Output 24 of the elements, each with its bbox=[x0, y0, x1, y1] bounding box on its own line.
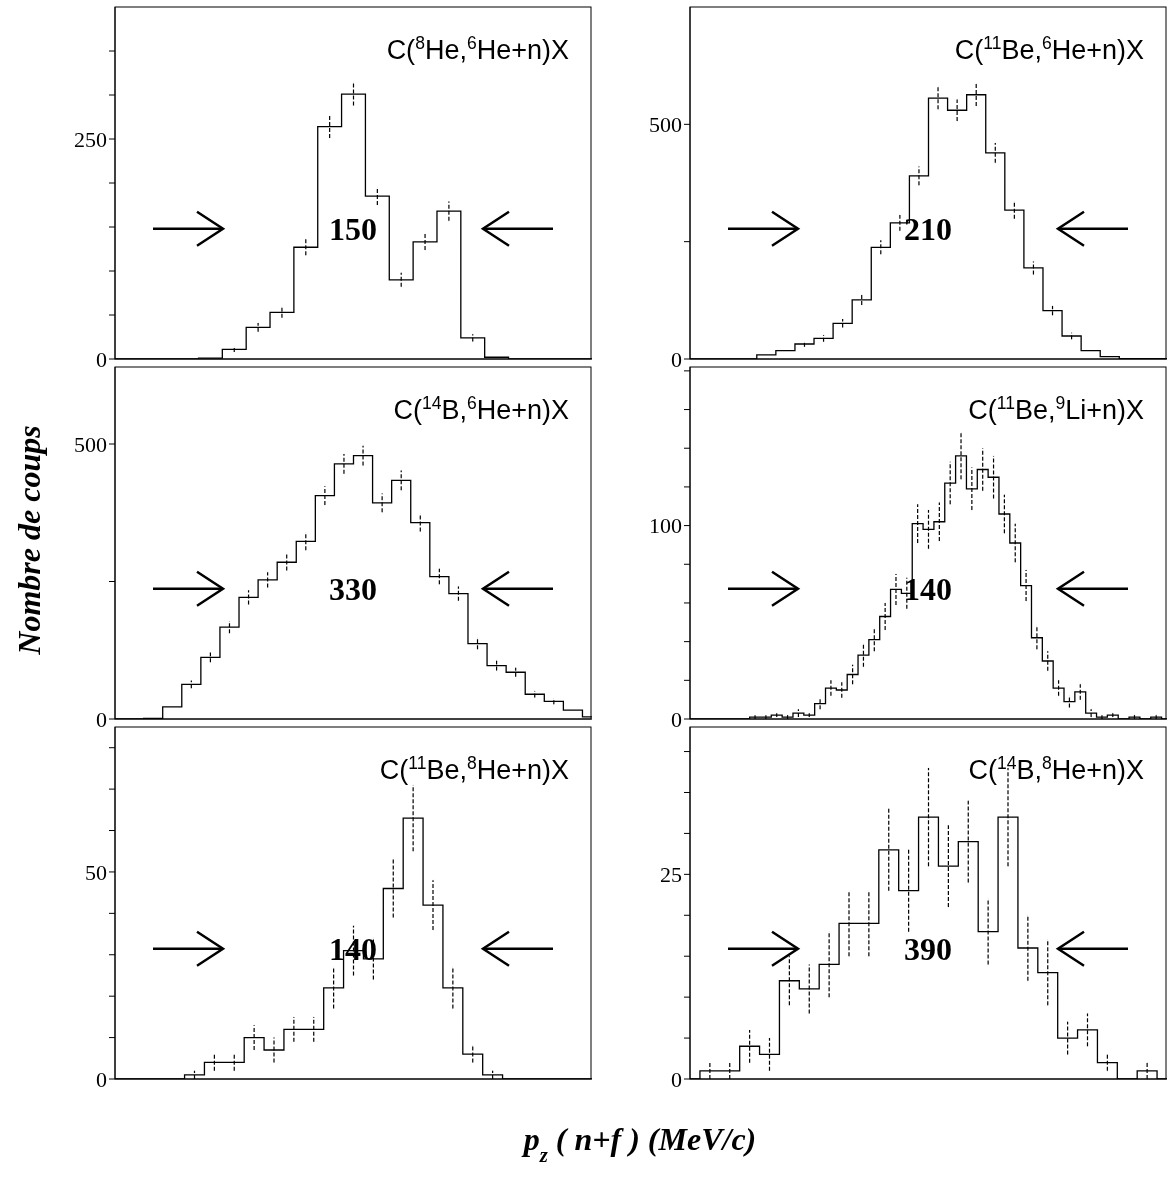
text: C($^{11}$Be,$^{9}$Li+n)X bbox=[968, 393, 1144, 425]
y-tick-label: 0 bbox=[671, 1066, 682, 1092]
annotation: 390 bbox=[904, 930, 952, 967]
annotation: 150 bbox=[329, 210, 377, 247]
y-tick-label: 500 bbox=[74, 431, 107, 457]
y-tick-label: 25 bbox=[660, 862, 682, 888]
y-tick-label: 0 bbox=[671, 706, 682, 732]
y-tick-label: 0 bbox=[671, 346, 682, 372]
x-axis-title: p$_{z}$ ( n+f ) (MeV/c) bbox=[520, 1121, 757, 1166]
y-tick-label: 100 bbox=[649, 513, 682, 539]
y-tick-label: 500 bbox=[649, 112, 682, 138]
y-tick-label: 0 bbox=[96, 346, 107, 372]
y-axis-title: Nombre de coups bbox=[11, 425, 47, 656]
y-tick-label: 0 bbox=[96, 706, 107, 732]
annotation: 330 bbox=[329, 570, 377, 607]
text: C($^{14}$B,$^{6}$He+n)X bbox=[393, 393, 569, 425]
text: C($^{11}$Be,$^{6}$He+n)X bbox=[954, 33, 1144, 65]
annotation: 210 bbox=[904, 210, 952, 247]
y-tick-label: 50 bbox=[85, 859, 107, 885]
text: C($^{11}$Be,$^{8}$He+n)X bbox=[379, 753, 569, 785]
text: C($^{8}$He,$^{6}$He+n)X bbox=[386, 33, 569, 65]
y-tick-label: 0 bbox=[96, 1066, 107, 1092]
text: C($^{14}$B,$^{8}$He+n)X bbox=[968, 753, 1144, 785]
y-tick-label: 250 bbox=[74, 126, 107, 152]
